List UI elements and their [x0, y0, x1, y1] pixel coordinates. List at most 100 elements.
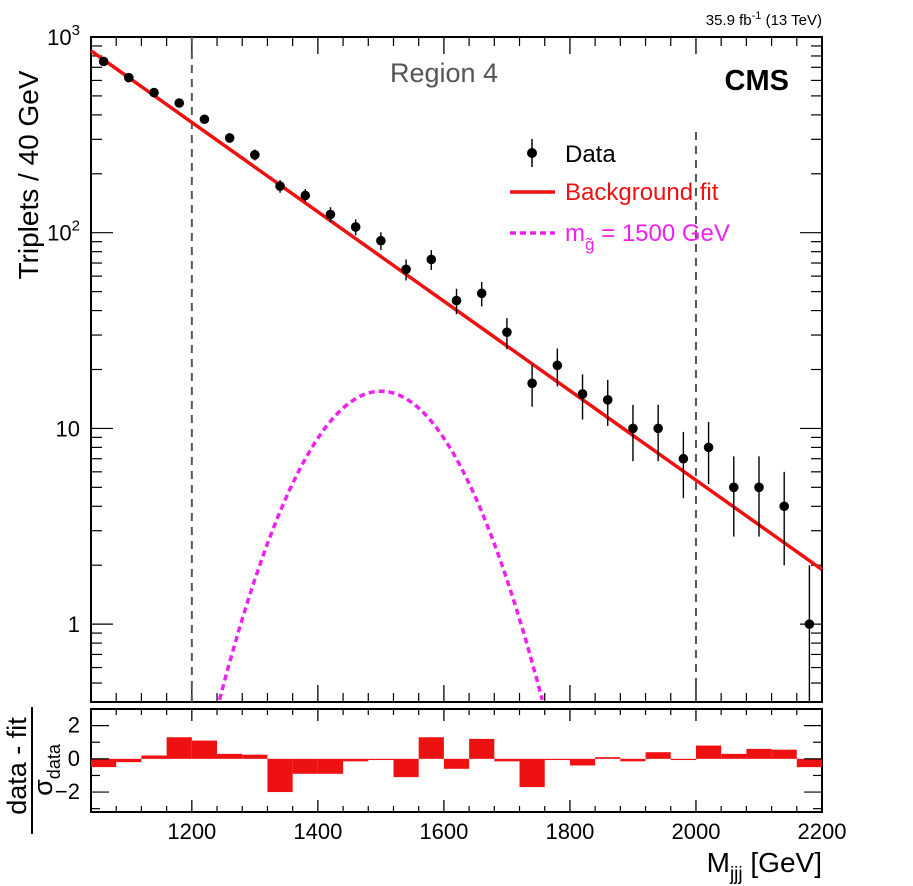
x-tick-label: 1200: [167, 819, 216, 844]
data-point: [527, 378, 537, 389]
data-point: [350, 222, 361, 232]
data-point: [577, 389, 588, 399]
x-tick-label: 2000: [671, 819, 720, 844]
legend-signal-sub: g̃: [585, 235, 594, 254]
data-point: [502, 327, 512, 338]
pull-bar: [292, 758, 318, 774]
x-tick-label: 1600: [419, 819, 468, 844]
main-plot-frame: [90, 36, 823, 703]
main-y-tick-label: 1: [68, 612, 80, 637]
x-axis-title: Mjjj [GeV]: [707, 847, 822, 885]
pull-bar: [695, 745, 722, 759]
legend-fit-label: Background fit: [565, 179, 719, 206]
data-point: [300, 190, 311, 201]
pull-bar: [418, 737, 444, 759]
data-point: [628, 423, 638, 434]
pull-bar: [494, 758, 520, 762]
data-point: [552, 360, 563, 371]
data-point: [224, 133, 235, 143]
pull-bar: [620, 758, 646, 762]
data-point: [174, 98, 185, 108]
data-point: [602, 395, 613, 405]
main-y-tick-label: 103: [47, 22, 80, 50]
main-axis-ticks: [91, 36, 823, 703]
main-y-tick-label: 102: [47, 218, 80, 246]
pull-bar: [267, 758, 293, 793]
pull-bar: [217, 753, 243, 759]
pull-bar: [166, 737, 192, 759]
pull-y-tick-label: 0: [68, 746, 80, 771]
data-point: [275, 181, 285, 191]
region-label: Region 4: [390, 58, 498, 88]
pull-y-axis-title: data - fit σdata: [2, 707, 64, 834]
legend-data-label: Data: [565, 141, 616, 168]
legend: Data Background fit mg̃ = 1500 GeV: [510, 139, 730, 254]
pull-y-tick-label: −2: [55, 779, 80, 804]
legend-signal-suffix: = 1500 GeV: [594, 220, 729, 247]
pull-bar: [721, 753, 747, 759]
main-y-tick-label: 10: [56, 416, 80, 441]
pull-bars-layer: [91, 737, 822, 793]
pull-bar: [544, 758, 570, 761]
legend-data-marker: [527, 139, 537, 167]
data-point: [250, 150, 260, 160]
data-point: [98, 56, 109, 67]
data-point: [653, 423, 663, 434]
x-tick-label: 1800: [545, 819, 594, 844]
pull-y-tick-labels: 2 0 −2: [55, 713, 80, 804]
pull-y-title-bottom: σdata: [28, 743, 64, 796]
pull-bar: [595, 757, 621, 759]
pull-y-tick-label: 2: [68, 713, 80, 738]
signal-curve-layer: [217, 389, 544, 701]
lumi-energy: (13 TeV): [766, 12, 822, 29]
pull-bar: [519, 758, 545, 788]
main-y-axis-title: Triplets / 40 GeV: [13, 70, 44, 279]
data-point: [401, 264, 411, 275]
data-point: [325, 209, 336, 220]
pull-bar: [771, 749, 797, 759]
x-axis-title-sub: jjj: [729, 864, 743, 885]
data-point: [779, 501, 789, 512]
pull-y-title-top: data - fit: [2, 717, 32, 815]
pull-bar: [91, 758, 117, 768]
data-point: [124, 72, 134, 83]
lumi-sup: -1: [752, 10, 762, 22]
x-tick-labels: 1200 1400 1600 1800 2000 2200: [167, 819, 846, 844]
data-point: [728, 482, 739, 493]
x-tick-label: 1400: [293, 819, 342, 844]
pull-bar: [191, 740, 218, 759]
pull-bar: [242, 754, 268, 759]
pull-bar: [443, 758, 470, 769]
pull-bar: [469, 738, 495, 759]
lumi-value: 35.9 fb: [706, 12, 752, 29]
data-point: [199, 114, 210, 125]
pull-bar: [569, 758, 596, 766]
data-point: [426, 254, 437, 265]
pull-bar: [796, 758, 822, 768]
pull-bar: [645, 752, 671, 759]
pull-bar: [343, 758, 369, 762]
legend-signal-label: mg̃ = 1500 GeV: [565, 220, 730, 254]
data-point: [678, 453, 689, 464]
data-point: [451, 295, 462, 306]
data-point: [376, 235, 386, 246]
pull-bar: [670, 758, 696, 761]
pull-bar: [393, 758, 419, 778]
pull-y-title-sigma: σ: [28, 779, 58, 796]
signal-curve: [217, 389, 544, 701]
data-point: [804, 619, 815, 629]
pull-bar: [317, 758, 344, 774]
pull-bar: [141, 755, 167, 759]
pull-panel: 2 0 −2 1200 1400 1600 1800 2000 2200 data - fit…: [2, 707, 846, 885]
lumi-label: 35.9 fb-1 (13 TeV): [706, 10, 822, 29]
cms-label: CMS: [725, 65, 789, 97]
data-point: [754, 482, 764, 493]
region-boundaries: [190, 37, 697, 702]
pull-y-title-sub: data: [44, 743, 64, 779]
data-points-layer: [98, 56, 815, 702]
pull-bar: [368, 758, 394, 761]
pull-axis-ticks: [91, 708, 823, 812]
